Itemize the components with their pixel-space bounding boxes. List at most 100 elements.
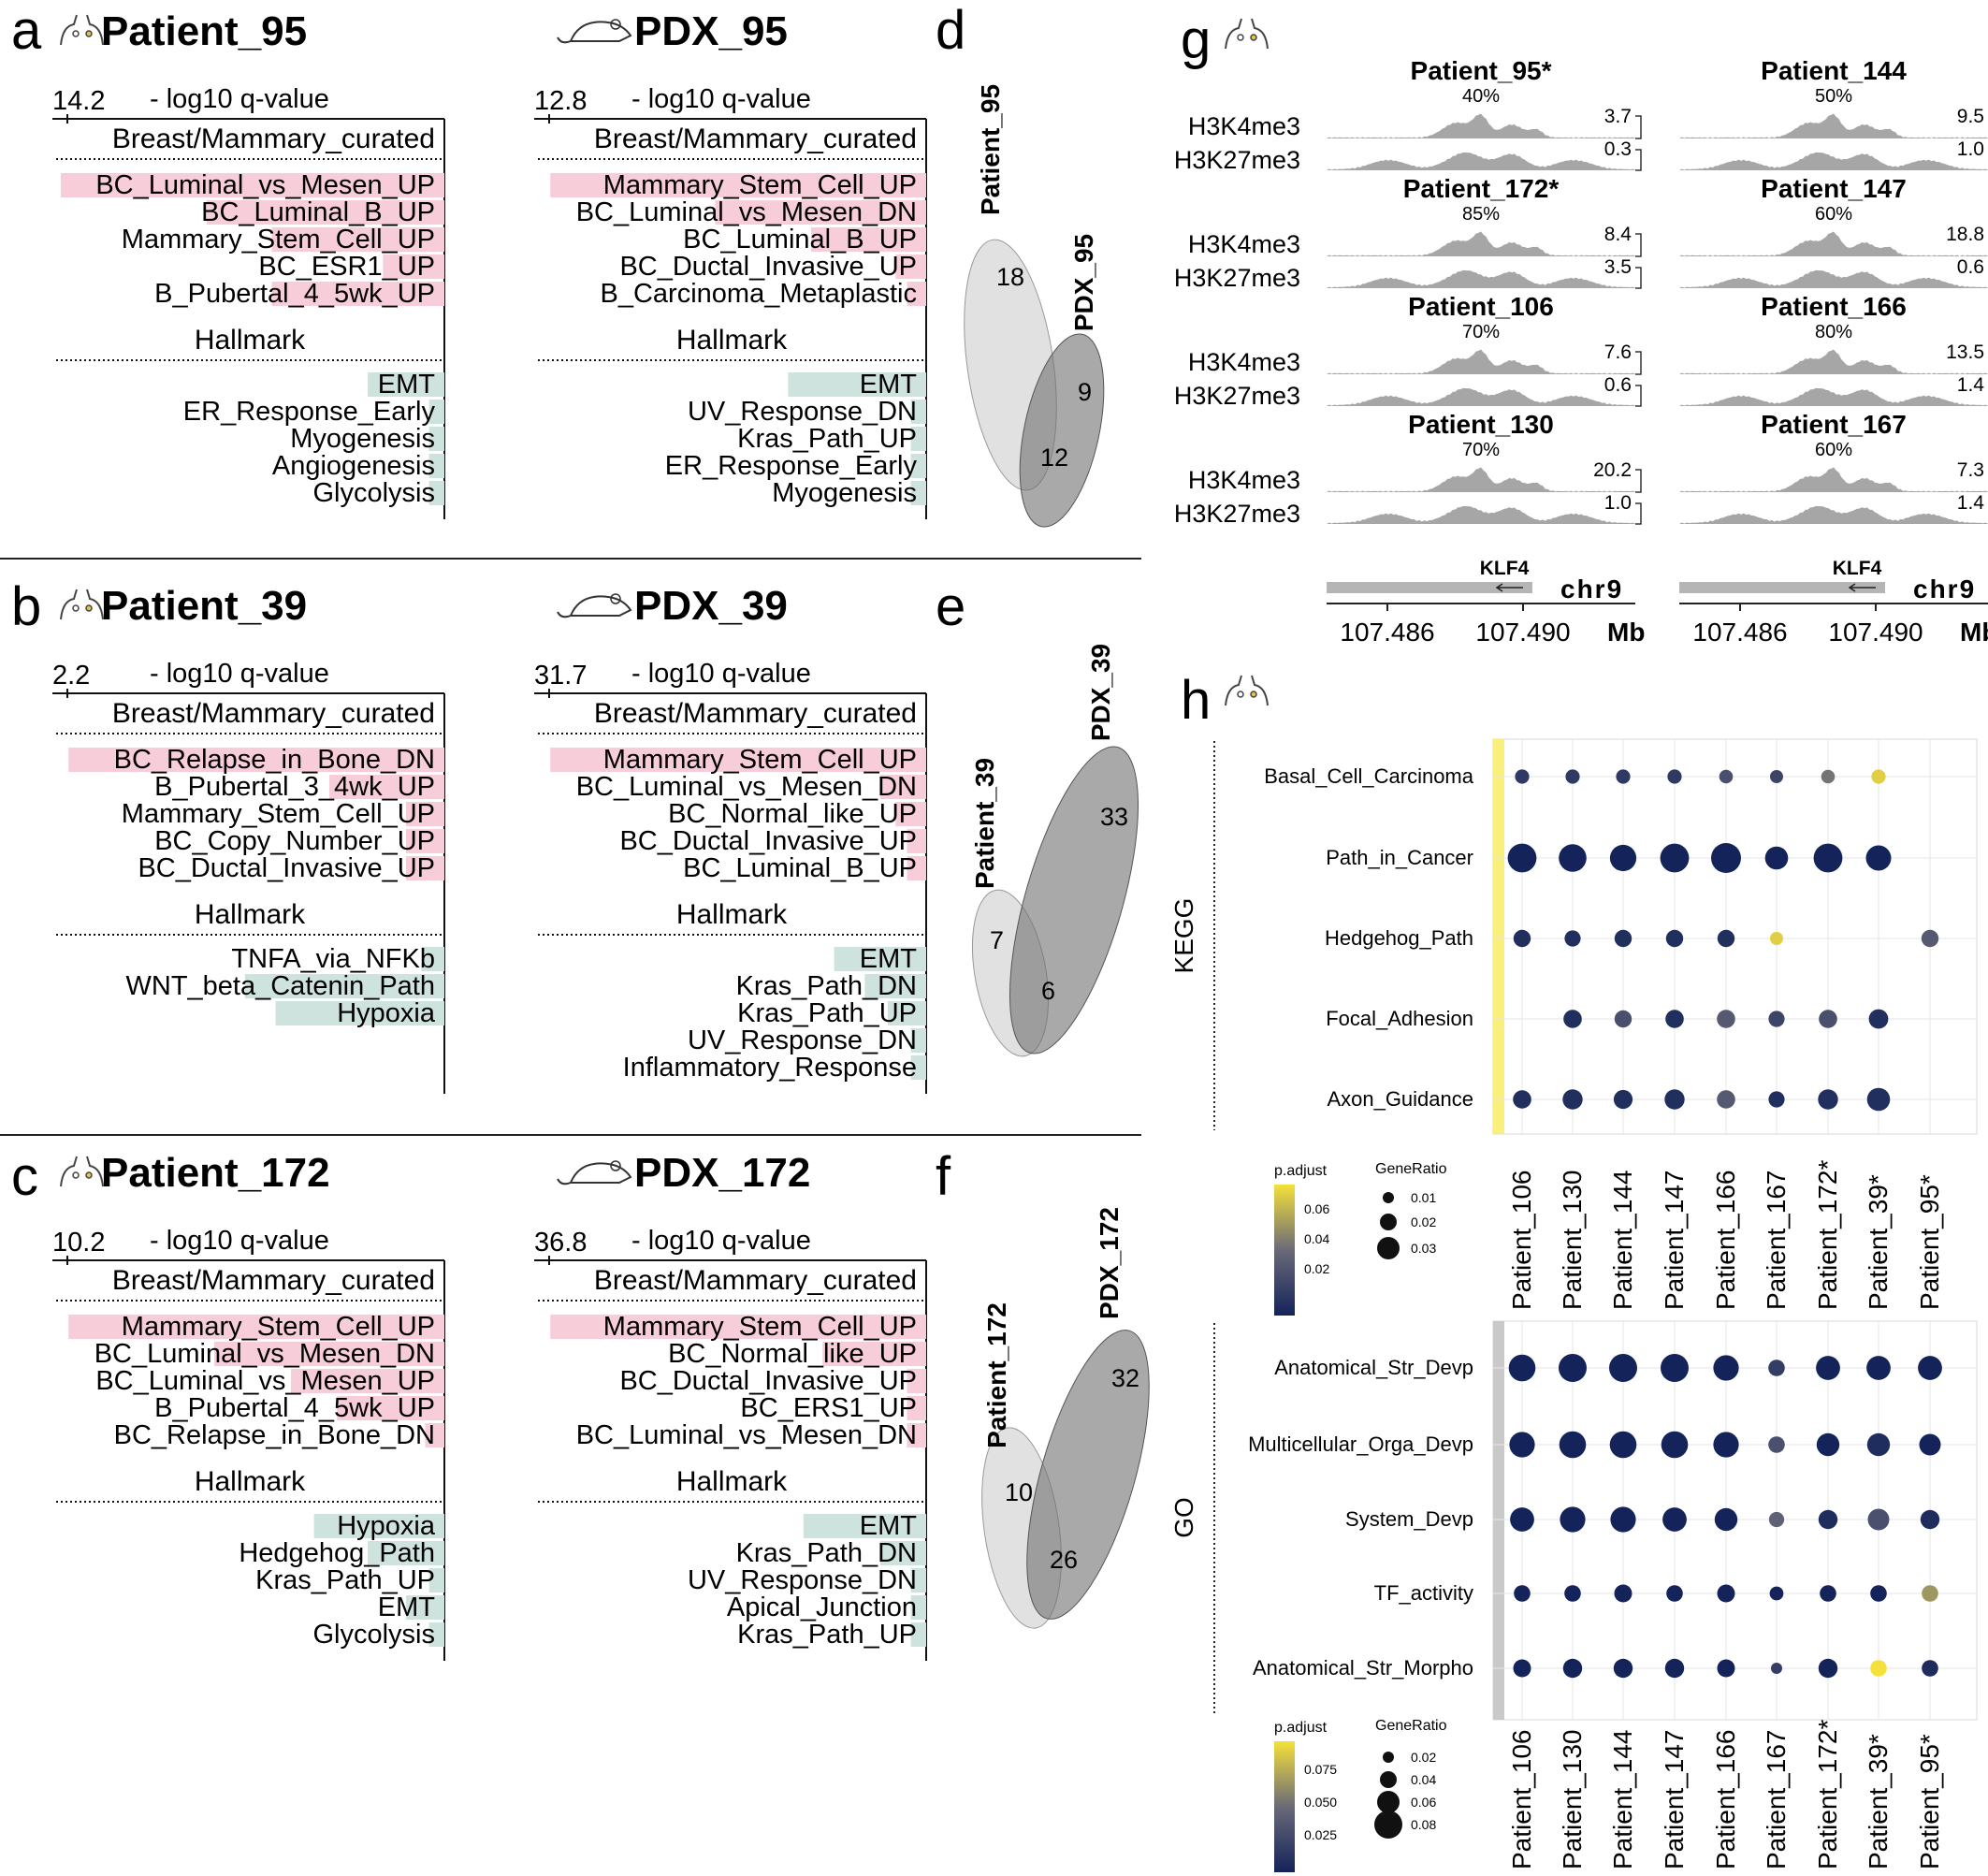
enrichment-panel-PDX_172: PDX_172 36.8 - log10 q-value Breast/Mammary… (534, 1150, 927, 1661)
dot-TF_activity-Patient_172* (1820, 1585, 1836, 1602)
highlight-stripe (1493, 1321, 1504, 1720)
dot-Anatomical_Str_Morpho-Patient_147 (1664, 1658, 1685, 1679)
dot-Hedgehog_Path-Patient_167 (1770, 932, 1783, 945)
h3k4me3-signal (1327, 467, 1635, 492)
coordinate-label: 107.490 (1475, 618, 1570, 647)
size-legend-dot (1383, 1752, 1394, 1763)
bar-green-Glycolysis (428, 481, 444, 505)
term-label: BC_Relapse_in_Bone_DN (114, 1420, 435, 1450)
size-legend-dot (1377, 1791, 1400, 1813)
venn-count-pdx-only: 33 (1100, 803, 1128, 831)
breast-icon (1237, 34, 1244, 41)
dot-Anatomical_Str_Devp-Patient_95* (1918, 1356, 1942, 1380)
term-label: EMT (378, 1592, 436, 1622)
dot-TF_activity-Patient_39* (1870, 1585, 1887, 1602)
term-label: Mammary_Stem_Cell_UP (603, 170, 917, 200)
h3k27me3-signal (1679, 269, 1988, 288)
dot-Anatomical_Str_Devp-Patient_39* (1866, 1356, 1891, 1380)
h3k4me3-signal (1327, 231, 1635, 256)
breast-icon (1237, 691, 1244, 698)
bar-pink-BC_Luminal_vs_Mesen_DN (879, 775, 926, 799)
tumor-icon (1250, 34, 1257, 41)
bar-green-Kras_Path_UP (910, 427, 926, 451)
bar-pink-Mammary_Stem_Cell_UP (68, 1315, 444, 1339)
bar-pink-BC_Normal_like_UP (822, 1342, 926, 1366)
size-tick-label: 0.08 (1411, 1817, 1436, 1832)
dot-Path_in_Cancer-Patient_106 (1507, 843, 1537, 873)
section-heading-hallmark: Hallmark (195, 899, 306, 930)
dot-System_Devp-Patient_166 (1714, 1507, 1738, 1532)
track-mark-label: H3K4me3 (1188, 348, 1300, 376)
color-tick-label: 0.075 (1304, 1762, 1337, 1777)
dot-Multicellular_Orga_Devp-Patient_95* (1919, 1433, 1941, 1456)
dot-Multicellular_Orga_Devp-Patient_39* (1866, 1432, 1891, 1457)
human-torso-icon (60, 14, 104, 46)
track-Patient_172*: Patient_172*85% H3K4me3 H3K27me3 8.4 3.5 (1174, 174, 1642, 292)
term-label: BC_Luminal_vs_Mesen_DN (576, 772, 917, 802)
color-tick-label: 0.025 (1304, 1827, 1337, 1842)
coordinate-label: 107.486 (1692, 618, 1787, 647)
track-percent: 40% (1462, 86, 1500, 107)
track-percent: 85% (1462, 204, 1500, 225)
dot-TF_activity-Patient_106 (1514, 1585, 1531, 1602)
gene-body-KLF4 (1679, 582, 1885, 593)
dot-Path_in_Cancer-Patient_147 (1660, 843, 1690, 873)
q-value-axis-label: - log10 q-value (631, 1226, 811, 1256)
term-label: Myogenesis (772, 478, 917, 508)
term-label: B_Carcinoma_Metaplastic (601, 279, 917, 309)
size-legend-dot (1380, 1214, 1397, 1230)
dot-Hedgehog_Path-Patient_106 (1513, 929, 1531, 948)
dot-System_Devp-Patient_147 (1662, 1507, 1687, 1532)
term-label: BC_Luminal_vs_Mesen_DN (576, 197, 917, 227)
dot-Axon_Guidance-Patient_166 (1717, 1090, 1735, 1109)
term-label: BC_Luminal_vs_Mesen_DN (576, 1420, 917, 1450)
section-heading-curated: Breast/Mammary_curated (112, 124, 435, 154)
term-label: BC_Luminal_B_UP (683, 853, 917, 883)
venn-set-pdx (1026, 1330, 1150, 1620)
bar-green-WNT_beta_Catenin_Path (244, 974, 444, 998)
h3k27me3-max: 1.0 (1957, 138, 1984, 160)
dot-Path_in_Cancer-Patient_144 (1609, 844, 1637, 872)
dot-Path_in_Cancer-Patient_39* (1865, 845, 1892, 871)
track-mark-label: H3K27me3 (1174, 382, 1300, 410)
section-heading-hallmark: Hallmark (195, 1466, 306, 1497)
h3k4me3-max: 18.8 (1946, 224, 1984, 245)
bar-green-EMT (368, 372, 444, 397)
size-tick-label: 0.03 (1411, 1241, 1436, 1256)
category-label: KEGG (1169, 898, 1198, 974)
panel-title: PDX_39 (634, 583, 788, 629)
dot-Basal_Cell_Carcinoma-Patient_166 (1719, 769, 1734, 784)
dot-Anatomical_Str_Morpho-Patient_166 (1717, 1659, 1735, 1678)
row-label: Multicellular_Orga_Devp (1248, 1432, 1473, 1456)
x-tick-label: Patient_144 (1608, 1171, 1637, 1310)
h3k27me3-signal (1327, 505, 1635, 524)
term-label: Kras_Path_UP (255, 1565, 435, 1595)
dot-Focal_Adhesion-Patient_144 (1614, 1010, 1632, 1028)
dotplot-GO: GO Anatomical_Str_Devp Multicellular_Orga_… (1169, 1320, 1978, 1872)
row-label: TF_activity (1374, 1581, 1473, 1605)
bar-pink-BC_Ductal_Invasive_UP (907, 829, 926, 853)
enrichment-panel-Patient_95: Patient_95 14.2 - log10 q-value Breast/Mamm… (52, 8, 445, 519)
dot-Multicellular_Orga_Devp-Patient_166 (1713, 1432, 1739, 1458)
dot-TF_activity-Patient_144 (1614, 1584, 1632, 1603)
track-Patient_95*: Patient_95*40% H3K4me3 H3K27me3 3.7 0.3 (1174, 56, 1642, 174)
mouse-icon (557, 1162, 632, 1185)
track-percent: 70% (1462, 322, 1500, 342)
strand-arrow-icon (1848, 583, 1876, 592)
bar-pink-BC_Luminal_vs_Mesen_UP (61, 173, 444, 197)
bar-green-EMT (834, 947, 926, 971)
track-percent: 70% (1462, 440, 1500, 460)
dot-Anatomical_Str_Devp-Patient_130 (1559, 1354, 1587, 1382)
row-label: Hedgehog_Path (1325, 926, 1473, 950)
legend-title-color: p.adjust (1274, 1163, 1328, 1179)
bar-pink-B_Carcinoma_Metaplastic (907, 282, 926, 306)
term-label: BC_Luminal_B_UP (201, 197, 435, 227)
panel-letter-d: d (936, 0, 965, 61)
dot-Hedgehog_Path-Patient_130 (1564, 930, 1581, 947)
q-value-max: 36.8 (534, 1228, 587, 1258)
h3k4me3-signal (1679, 349, 1988, 374)
row-label: System_Devp (1345, 1507, 1473, 1531)
gene-body-KLF4 (1327, 582, 1532, 593)
